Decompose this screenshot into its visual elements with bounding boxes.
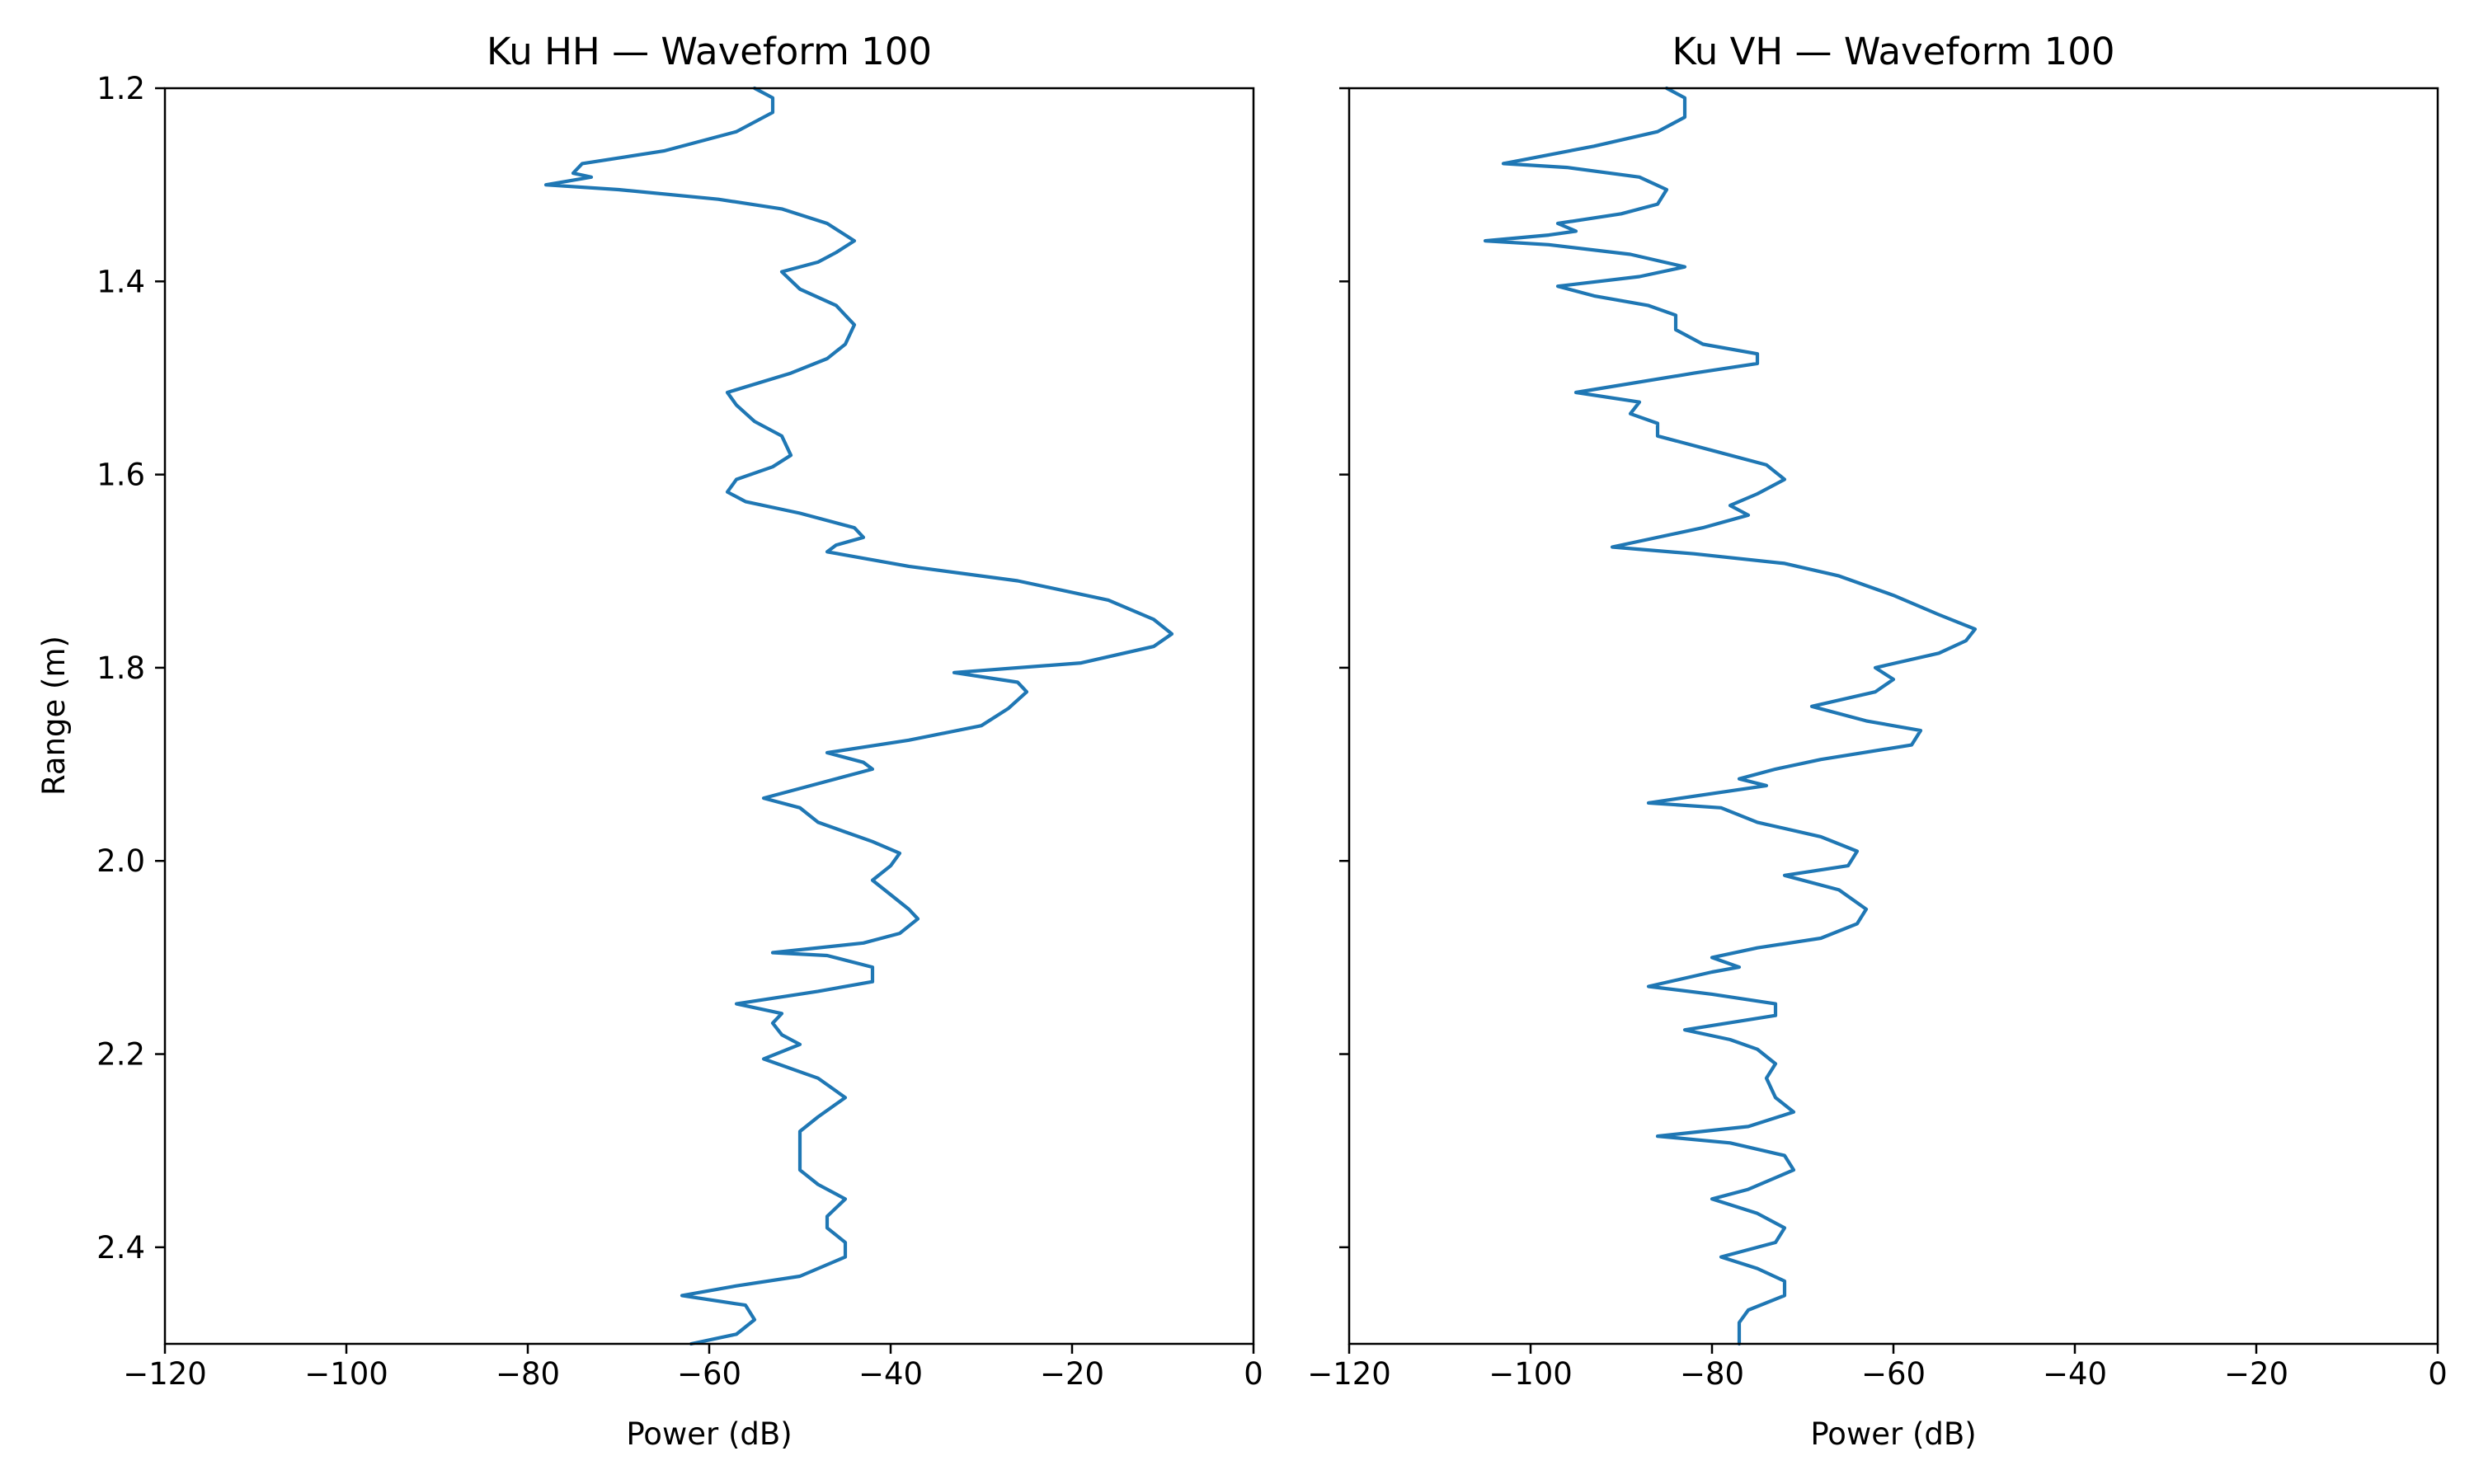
axes-frame [163,87,1255,1345]
x-tick-label: −100 [1489,1356,1573,1392]
x-tick-label: −120 [123,1356,207,1392]
x-tick-label: −80 [1680,1356,1744,1392]
tick-layer: −120 −100 −80 −60 −40 −20 0 1.2 1.4 1.6 1.8 2.0 2.2 2… [96,71,1263,1392]
panel-ku-vh: Ku VH — Waveform 100 Power (dB) −120 −100… [1307,30,2448,1452]
x-tick-label: −120 [1307,1356,1391,1392]
y-axis-label: Range (m) [36,636,72,796]
x-tick-label: 0 [1244,1356,1263,1392]
series-layer [543,86,1174,1346]
y-tick-label: 2.0 [96,843,145,879]
panel-title: Ku VH — Waveform 100 [1672,30,2115,73]
x-axis-label: Power (dB) [626,1416,792,1452]
y-tick-label: 1.6 [96,458,145,493]
x-tick-label: −80 [496,1356,560,1392]
panel-title: Ku HH — Waveform 100 [487,30,932,73]
series-layer [1483,86,1978,1346]
y-tick-label: 2.2 [96,1037,145,1073]
y-tick-label: 1.4 [96,264,145,299]
tick-layer: −120 −100 −80 −60 −40 −20 0 [1307,87,2448,1392]
series-line-hh [543,86,1174,1346]
x-tick-label: −60 [1861,1356,1926,1392]
y-tick-label: 1.8 [96,650,145,686]
x-tick-label: −60 [677,1356,741,1392]
x-tick-label: −20 [1040,1356,1104,1392]
x-tick-label: −100 [304,1356,388,1392]
y-tick-label: 2.4 [96,1230,145,1266]
x-axis-label: Power (dB) [1810,1416,1976,1452]
y-tick-label: 1.2 [96,71,145,106]
x-tick-label: 0 [2428,1356,2448,1392]
x-tick-label: −40 [2043,1356,2107,1392]
x-tick-label: −40 [858,1356,923,1392]
panel-ku-hh: Ku HH — Waveform 100 Power (dB) Range (m… [36,30,1263,1452]
x-tick-label: −20 [2224,1356,2288,1392]
series-line-vh [1483,86,1978,1346]
axes-frame [1348,87,2439,1345]
